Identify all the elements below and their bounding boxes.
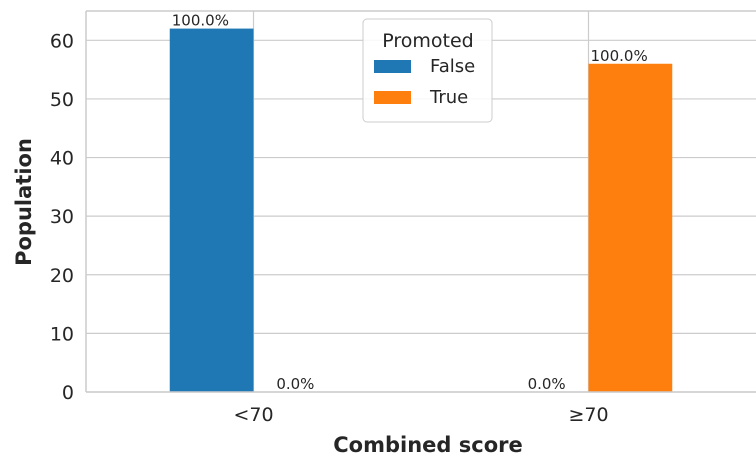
y-tick-label: 0: [62, 382, 74, 404]
x-tick-label: ≥70: [568, 404, 608, 426]
y-tick-label: 30: [50, 206, 74, 228]
y-tick-label: 40: [50, 148, 74, 170]
legend: Promoted False True: [362, 18, 493, 123]
data-labels: 100.0% 0.0% 0.0% 100.0%: [172, 12, 648, 393]
legend-label: False: [430, 56, 475, 77]
y-axis-title: Population: [12, 138, 36, 266]
bar: [588, 63, 673, 392]
bar: [169, 28, 254, 392]
x-axis-ticks: <70 ≥70: [233, 404, 608, 426]
data-label: 0.0%: [528, 375, 566, 393]
data-label: 100.0%: [591, 47, 648, 65]
x-axis-title: Combined score: [333, 433, 522, 456]
legend-title: Promoted: [382, 30, 473, 52]
y-tick-label: 50: [50, 89, 74, 111]
legend-label: True: [429, 87, 468, 108]
y-tick-label: 20: [50, 265, 74, 287]
legend-swatch: [374, 60, 411, 73]
legend-swatch: [374, 91, 411, 104]
y-tick-label: 10: [50, 323, 74, 345]
data-label: 100.0%: [172, 12, 229, 30]
x-tick-label: <70: [233, 404, 273, 426]
legend-items: False True: [374, 56, 475, 108]
data-label: 0.0%: [276, 375, 314, 393]
y-tick-label: 60: [50, 30, 74, 52]
bars: [169, 28, 673, 392]
y-axis-ticks: 0 10 20 30 40 50 60: [50, 30, 74, 404]
plot-frame: [85, 10, 756, 393]
